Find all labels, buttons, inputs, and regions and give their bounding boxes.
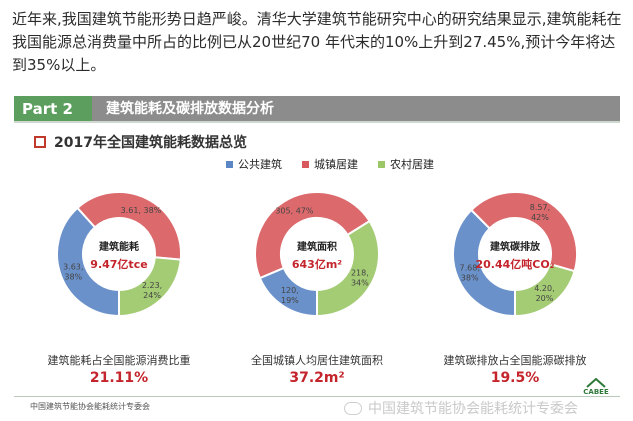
donut-charts: 3.63, 38% 3.61, 38% 2.23, 24% 建筑能耗 9.47亿tce 120… <box>56 191 578 318</box>
logo-roof-icon <box>586 378 606 388</box>
donut-1-title: 建筑面积 <box>296 240 337 253</box>
caption-carbon: 建筑碳排放占全国能源碳排放 <box>443 354 587 367</box>
donut-1-label-rural: 218, 34% <box>351 269 369 288</box>
caption-area: 全国城镇人均居住建筑面积 <box>251 354 383 367</box>
donut-0-center-value: 9.47亿tce <box>90 257 147 271</box>
chart-legend: 公共建筑 城镇居建 农村居建 <box>226 156 434 172</box>
donut-2-center-value: 20.44亿吨CO₂ <box>475 257 554 271</box>
caption-value-energy: 21.11% <box>89 370 149 386</box>
donut-0-label-urban: 3.61, 38% <box>121 206 162 215</box>
legend-swatch-urban <box>302 160 309 168</box>
legend-label-public: 公共建筑 <box>238 158 282 171</box>
donut-0-label-rural: 2.23, 24% <box>142 281 162 300</box>
donut-0-segment-urban <box>76 191 182 261</box>
legend-item-public: 公共建筑 <box>226 156 282 172</box>
donut-2-title: 建筑碳排放 <box>489 240 541 253</box>
donut-2-segment-urban <box>469 191 578 273</box>
donut-2-segment-public <box>452 208 516 318</box>
section-title: 2017年全国建筑能耗数据总览 <box>54 135 247 151</box>
footer-source: 中国建筑节能协会能耗统计专委会 <box>30 402 150 411</box>
footer-divider <box>14 396 620 397</box>
donut-0-segment-rural <box>118 256 182 318</box>
intro-paragraph: 近年来,我国建筑节能形势日趋严峻。清华大学建筑节能研究中心的研究结果显示,建筑能… <box>12 10 622 74</box>
legend-label-rural: 农村居建 <box>390 158 434 171</box>
donut-1-segment-rural <box>316 219 380 318</box>
donut-1-segment-urban <box>254 191 371 280</box>
caption-value-carbon: 19.5% <box>490 370 540 386</box>
donut-0-segment-public <box>56 206 120 318</box>
legend-label-urban: 城镇居建 <box>314 158 358 171</box>
watermark-text: 中国建筑节能协会能耗统计专委会 <box>368 401 578 417</box>
cabee-logo: CABEE <box>583 388 609 396</box>
donut-2-label-rural: 4.20, 20% <box>534 284 554 303</box>
part-header: Part 2 建筑能耗及碳排放数据分析 <box>14 96 620 122</box>
donut-1-label-urban: 305, 47% <box>275 207 314 216</box>
part-label: Part 2 <box>14 96 92 122</box>
donut-0-title: 建筑能耗 <box>98 240 139 253</box>
donut-2-segment-rural <box>514 262 576 318</box>
legend-swatch-public <box>226 160 233 168</box>
donut-1-label-public: 120, 19% <box>281 286 299 305</box>
wechat-icon <box>344 401 362 415</box>
legend-item-urban: 城镇居建 <box>302 156 358 172</box>
caption-energy: 建筑能耗占全国能源消费比重 <box>47 354 191 367</box>
section-header: 2017年全国建筑能耗数据总览 <box>34 132 247 152</box>
checkbox-square-icon <box>34 136 46 148</box>
donut-0-label-public: 3.63, 38% <box>63 263 83 282</box>
watermark: 中国建筑节能协会能耗统计专委会 <box>344 398 578 418</box>
legend-swatch-rural <box>378 160 385 168</box>
donut-2-label-public: 7.68, 38% <box>460 264 480 283</box>
part-divider <box>14 121 620 123</box>
part-title: 建筑能耗及碳排放数据分析 <box>92 96 620 122</box>
donut-1-center-value: 643亿m² <box>292 257 342 271</box>
slide: Part 2 建筑能耗及碳排放数据分析 2017年全国建筑能耗数据总览 公共建筑… <box>14 92 620 417</box>
caption-value-area: 37.2m² <box>289 370 345 386</box>
legend-item-rural: 农村居建 <box>378 156 434 172</box>
donut-2-label-urban: 8.57, 42% <box>530 203 550 222</box>
